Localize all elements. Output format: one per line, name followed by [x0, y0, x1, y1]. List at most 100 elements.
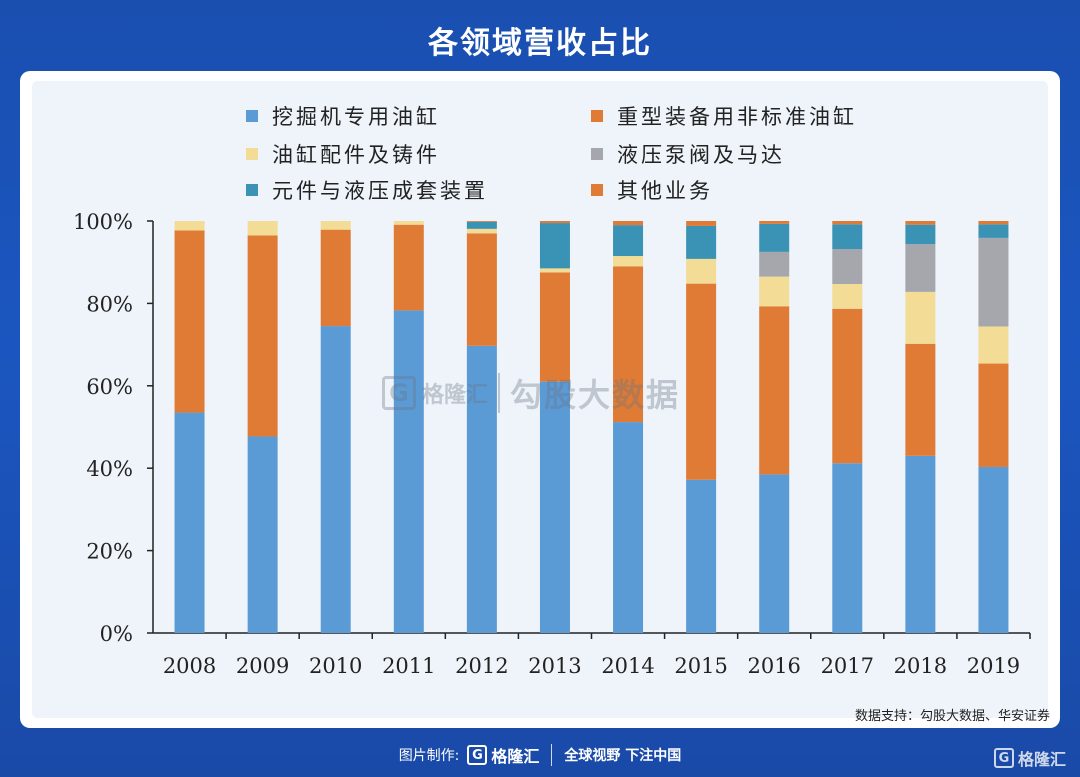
bar-segment	[686, 225, 717, 259]
y-tick-label: 60%	[86, 375, 133, 399]
corner-logo: G 格隆汇	[993, 746, 1066, 770]
bar-segment	[539, 268, 570, 273]
bar-segment	[393, 224, 424, 311]
bar-segment	[466, 233, 497, 346]
x-tick-label: 2017	[821, 654, 874, 678]
bar-segment	[905, 455, 936, 633]
bar-segment	[174, 412, 205, 633]
bar-segment	[247, 221, 278, 236]
bar-segment	[320, 229, 351, 327]
bar-segment	[978, 237, 1009, 327]
x-tick-label: 2012	[455, 654, 508, 678]
y-tick-label: 100%	[73, 210, 133, 234]
bar-segment	[320, 221, 351, 230]
x-tick-label: 2013	[528, 654, 581, 678]
bar-segment	[759, 474, 790, 633]
bar-segment	[759, 221, 790, 224]
legend-swatch	[591, 110, 603, 122]
bar-segment	[832, 249, 863, 285]
bar-segment	[174, 230, 205, 413]
footer-divider	[551, 744, 553, 766]
watermark-brand: 格隆汇	[422, 383, 489, 408]
legend-swatch	[246, 148, 258, 160]
bar-segment	[832, 224, 863, 250]
bar-segment	[978, 221, 1009, 225]
bar-segment	[539, 381, 570, 633]
bar-segment	[393, 221, 424, 225]
bar-segment	[686, 479, 717, 633]
legend-swatch	[246, 184, 258, 196]
legend-swatch	[591, 184, 603, 196]
x-tick-label: 2011	[382, 654, 435, 678]
watermark-logo-icon: G	[382, 376, 416, 410]
footer-brand: 格隆汇	[491, 747, 540, 766]
bar-segment	[466, 345, 497, 633]
bar-segment	[393, 310, 424, 633]
y-tick-label: 0%	[100, 622, 133, 646]
bar-segment	[613, 221, 644, 226]
bar-segment	[247, 436, 278, 633]
page-title: 各领域营收占比	[428, 26, 652, 61]
legend-swatch	[591, 148, 603, 160]
x-tick-label: 2014	[601, 654, 654, 678]
bar-segment	[978, 326, 1009, 364]
bar-segment	[832, 308, 863, 464]
bar-segment	[759, 306, 790, 475]
bar-segment	[539, 221, 570, 224]
bar-segment	[832, 221, 863, 225]
x-tick-label: 2010	[309, 654, 362, 678]
x-tick-label: 2009	[236, 654, 289, 678]
bar-segment	[978, 466, 1009, 633]
bar-segment	[466, 221, 497, 229]
legend-label: 液压泵阀及马达	[617, 143, 785, 167]
bar-segment	[686, 221, 717, 226]
legend-label: 元件与液压成套装置	[272, 179, 488, 203]
bar-segment	[832, 284, 863, 309]
bar-segment	[832, 463, 863, 633]
bar-segment	[905, 224, 936, 245]
x-tick-label: 2016	[747, 654, 800, 678]
bar-segment	[539, 272, 570, 382]
bar-segment	[466, 221, 497, 222]
bar-segment	[247, 235, 278, 437]
bar-segment	[686, 283, 717, 480]
bar-segment	[759, 276, 790, 307]
bar-segment	[539, 223, 570, 269]
legend-label: 挖掘机专用油缸	[272, 105, 440, 129]
bar-segment	[174, 221, 205, 231]
y-tick-label: 40%	[86, 457, 133, 481]
legend-label: 油缸配件及铸件	[272, 143, 440, 167]
bar-segment	[759, 251, 790, 277]
footer-slogan: 全球视野 下注中国	[564, 748, 682, 764]
x-tick-label: 2018	[894, 654, 947, 678]
footer-made-by: 图片制作:	[398, 748, 460, 764]
bar-segment	[905, 221, 936, 225]
bar-segment	[613, 225, 644, 257]
x-tick-label: 2015	[674, 654, 727, 678]
watermark-tag: 勾股大数据	[510, 376, 681, 414]
watermark-divider	[498, 373, 501, 413]
bar-segment	[905, 244, 936, 292]
bar-segment	[466, 228, 497, 234]
footer: 图片制作: G 格隆汇 全球视野 下注中国	[0, 740, 1080, 770]
source-note: 数据支持：勾股大数据、华安证券	[854, 709, 1050, 724]
legend-label: 其他业务	[617, 179, 713, 203]
bar-segment	[320, 326, 351, 633]
x-tick-label: 2008	[163, 654, 216, 678]
bar-segment	[759, 223, 790, 252]
bar-segment	[978, 224, 1009, 238]
center-watermark: G 格隆汇 勾股大数据	[382, 370, 680, 416]
legend-swatch	[246, 110, 258, 122]
y-tick-label: 80%	[86, 292, 133, 316]
legend-label: 重型装备用非标准油缸	[617, 105, 857, 129]
bar-segment	[686, 258, 717, 284]
x-tick-label: 2019	[967, 654, 1020, 678]
bar-segment	[905, 343, 936, 456]
footer-logo-icon: G	[467, 745, 488, 765]
bar-segment	[613, 256, 644, 267]
corner-logo-icon: G	[993, 748, 1014, 768]
corner-brand: 格隆汇	[1017, 750, 1066, 769]
bar-segment	[905, 291, 936, 344]
bar-segment	[978, 363, 1009, 467]
